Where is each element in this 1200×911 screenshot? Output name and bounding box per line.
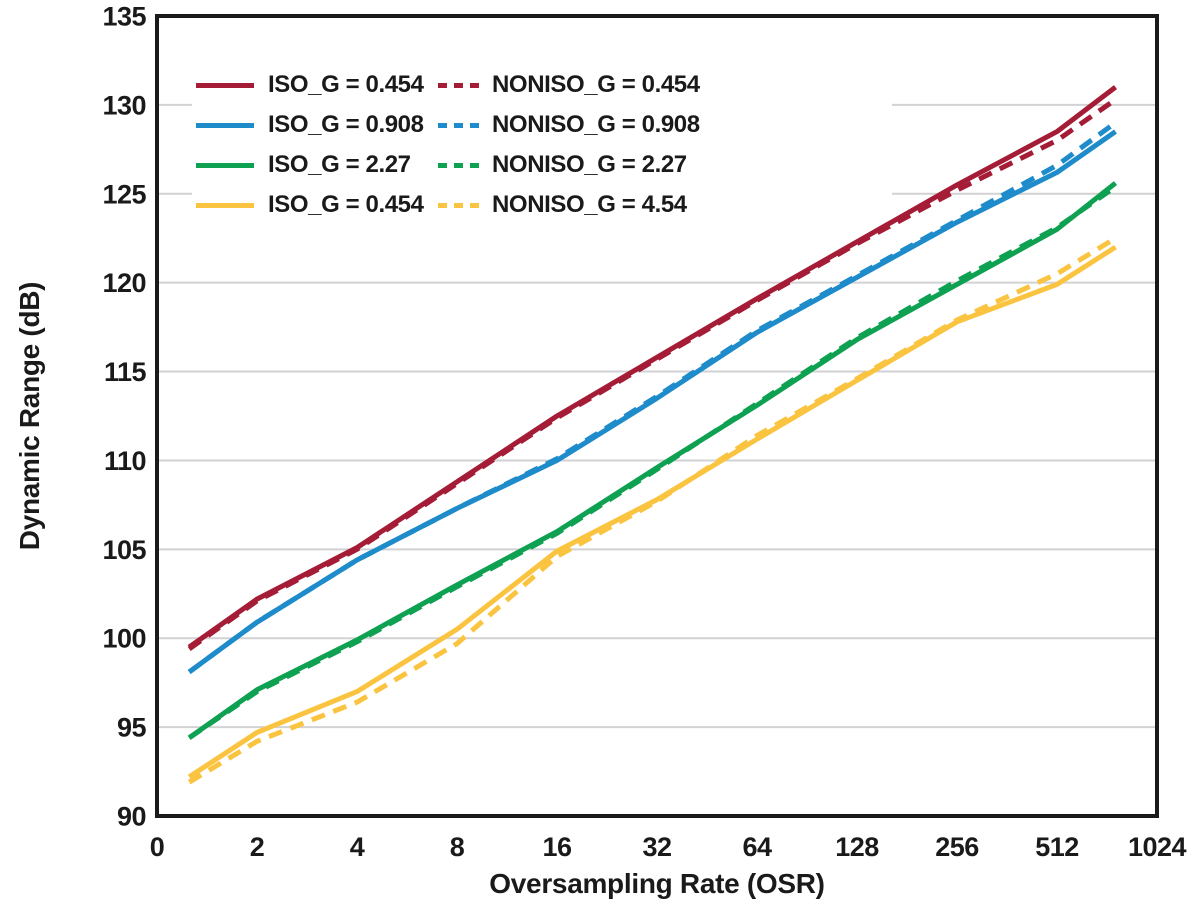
x-tick-label: 64 — [742, 832, 772, 862]
x-tick-label: 32 — [642, 832, 671, 862]
y-tick-label: 130 — [102, 90, 146, 120]
legend-swatch-solid-line — [196, 202, 254, 208]
legend-row: ISO_G = 0.908 NONISO_G = 0.908 — [196, 105, 700, 145]
series-line-5 — [187, 120, 1117, 675]
y-tick-label: 100 — [102, 624, 146, 654]
series-line-7 — [187, 236, 1117, 785]
legend-swatch-dashed-line — [438, 82, 482, 88]
legend-swatch-solid-line — [196, 82, 254, 88]
y-tick-label: 135 — [102, 2, 146, 32]
y-tick-label: 95 — [117, 713, 147, 743]
x-tick-label: 2 — [250, 832, 265, 862]
y-tick-label: 120 — [102, 268, 146, 298]
legend-label: ISO_G = 2.27 — [268, 151, 411, 178]
series-line-0 — [187, 85, 1118, 650]
series-line-3 — [187, 244, 1117, 779]
legend-label: ISO_G = 0.454 — [268, 71, 424, 98]
series-line-4 — [187, 97, 1117, 651]
legend-swatch-dashed-line — [438, 162, 482, 168]
x-tick-label: 512 — [1035, 832, 1079, 862]
y-tick-label: 115 — [104, 357, 147, 387]
x-axis-title: Oversampling Rate (OSR) — [489, 868, 825, 899]
y-tick-label: 90 — [117, 802, 146, 832]
x-tick-label: 128 — [835, 832, 879, 862]
x-tick-label: 16 — [542, 832, 572, 862]
x-tick-label: 0 — [150, 832, 165, 862]
legend-row: ISO_G = 2.27 NONISO_G = 2.27 — [196, 145, 700, 185]
x-tick-label: 8 — [450, 832, 465, 862]
x-tick-label: 4 — [350, 832, 365, 862]
legend-label: NONISO_G = 0.454 — [492, 71, 700, 98]
y-tick-label: 125 — [102, 179, 146, 209]
legend-swatch-solid-line — [196, 162, 254, 168]
x-tick-label: 1024 — [1128, 832, 1187, 862]
legend-background — [192, 58, 892, 234]
legend-label: NONISO_G = 2.27 — [492, 151, 687, 178]
legend-label: ISO_G = 0.908 — [268, 111, 424, 138]
legend-label: ISO_G = 0.454 — [268, 191, 424, 218]
legend-swatch-dashed-line — [438, 122, 482, 128]
series-line-6 — [187, 184, 1117, 740]
legend-swatch-dashed-line — [438, 202, 482, 208]
y-tick-label: 105 — [102, 535, 146, 565]
legend-label: NONISO_G = 4.54 — [492, 191, 687, 218]
x-tick-label: 256 — [935, 832, 979, 862]
y-axis-title: Dynamic Range (dB) — [14, 281, 45, 551]
y-tick-label: 110 — [104, 446, 146, 476]
legend-row: ISO_G = 0.454 NONISO_G = 0.454 — [196, 65, 700, 105]
legend-label: NONISO_G = 0.908 — [492, 111, 700, 138]
plot-frame — [155, 14, 1159, 818]
legend: ISO_G = 0.454 NONISO_G = 0.454 ISO_G = 0.9… — [196, 65, 700, 225]
legend-swatch-solid-line — [196, 122, 254, 128]
legend-row: ISO_G = 0.454 NONISO_G = 4.54 — [196, 185, 700, 225]
